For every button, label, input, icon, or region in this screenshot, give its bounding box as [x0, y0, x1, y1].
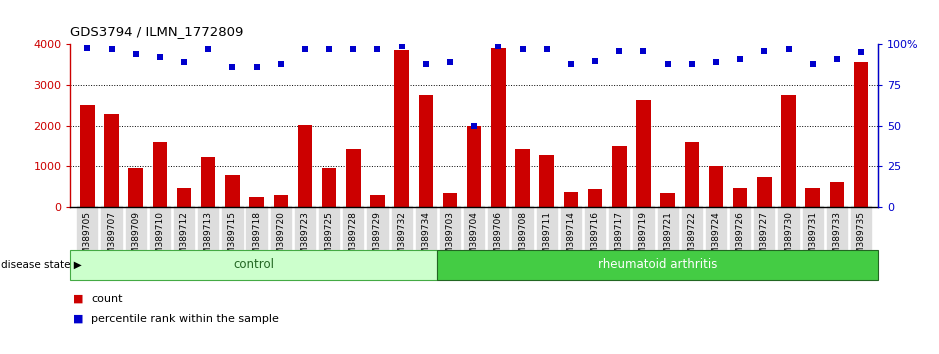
Point — [201, 46, 216, 52]
Bar — [70, 250, 438, 280]
Bar — [660, 193, 675, 207]
Bar — [588, 189, 602, 207]
Bar — [419, 95, 433, 207]
Point — [370, 46, 385, 52]
Point — [104, 46, 119, 52]
Point — [708, 59, 723, 65]
Point — [177, 59, 192, 65]
Bar — [322, 169, 336, 207]
Point — [394, 43, 409, 49]
Point — [467, 123, 482, 129]
Text: percentile rank within the sample: percentile rank within the sample — [91, 314, 279, 324]
Bar — [516, 149, 530, 207]
Bar — [298, 125, 312, 207]
Point — [539, 46, 554, 52]
Point — [273, 61, 288, 67]
Point — [419, 61, 434, 67]
Bar — [153, 142, 167, 207]
Point — [225, 64, 240, 70]
Bar — [443, 193, 457, 207]
Point — [781, 46, 796, 52]
Bar — [104, 114, 118, 207]
Point — [854, 50, 869, 55]
Bar — [685, 142, 699, 207]
Bar — [370, 195, 385, 207]
Point — [685, 61, 700, 67]
Text: ■: ■ — [73, 294, 84, 304]
Bar — [854, 62, 869, 207]
Text: GDS3794 / ILMN_1772809: GDS3794 / ILMN_1772809 — [70, 25, 244, 38]
Point — [442, 59, 457, 65]
Point — [129, 51, 144, 57]
Point — [636, 48, 651, 53]
Point — [346, 46, 361, 52]
Point — [249, 64, 264, 70]
Bar — [250, 197, 264, 207]
Point — [298, 46, 313, 52]
Bar — [806, 188, 820, 207]
Bar — [733, 188, 747, 207]
Text: rheumatoid arthritis: rheumatoid arthritis — [598, 258, 717, 271]
Bar — [563, 192, 578, 207]
Bar — [129, 169, 143, 207]
Point — [660, 61, 675, 67]
Bar — [540, 155, 554, 207]
Text: disease state ▶: disease state ▶ — [1, 259, 82, 270]
Bar — [225, 175, 239, 207]
Bar — [177, 188, 192, 207]
Text: count: count — [91, 294, 123, 304]
Point — [757, 48, 772, 53]
Point — [611, 48, 626, 53]
Point — [491, 43, 506, 49]
Bar — [491, 48, 505, 207]
Bar — [612, 146, 626, 207]
Bar — [637, 101, 651, 207]
Bar — [273, 195, 288, 207]
Point — [515, 46, 530, 52]
Point — [829, 56, 844, 62]
Bar — [757, 177, 772, 207]
Bar — [438, 250, 878, 280]
Point — [732, 56, 747, 62]
Bar — [201, 158, 215, 207]
Text: control: control — [234, 258, 274, 271]
Bar — [781, 95, 795, 207]
Point — [805, 61, 820, 67]
Bar — [830, 182, 844, 207]
Point — [563, 61, 578, 67]
Point — [152, 55, 167, 60]
Bar — [80, 105, 95, 207]
Bar — [467, 126, 482, 207]
Text: ■: ■ — [73, 314, 84, 324]
Point — [588, 58, 603, 63]
Bar — [346, 149, 361, 207]
Bar — [394, 50, 408, 207]
Point — [80, 45, 95, 50]
Bar — [709, 166, 723, 207]
Point — [322, 46, 337, 52]
